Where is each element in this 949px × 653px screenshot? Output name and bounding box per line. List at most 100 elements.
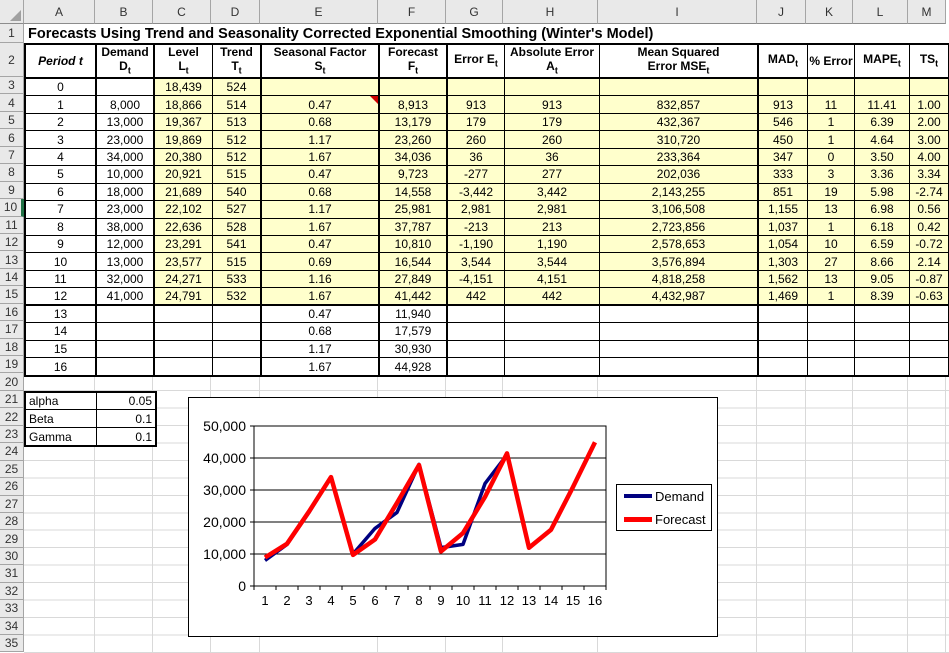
embedded-chart[interactable]: 0 10,000 20,000 30,000 40,000 50,000 1 2 3 4 5 6 7 8 9… [188,397,718,637]
cell-G18[interactable] [448,340,505,358]
cell-I7[interactable]: 233,364 [600,148,759,167]
row-header-17[interactable]: 17 [0,321,24,339]
cell-A9[interactable]: 6 [26,183,97,202]
cell-I12[interactable]: 2,578,653 [600,235,759,254]
cell-D12[interactable]: 541 [213,235,262,254]
cell-E6[interactable]: 1.17 [262,131,380,149]
cell-L14[interactable]: 9.05 [855,270,910,289]
row-header-2[interactable]: 2 [0,43,24,77]
cell-K14[interactable]: 13 [808,270,855,289]
cell-M6[interactable]: 3.00 [910,131,948,149]
column-header-B[interactable]: B [95,0,153,24]
cell-I17[interactable] [600,323,759,341]
cell-D14[interactable]: 533 [213,270,262,289]
cell-C3[interactable]: 18,439 [155,79,213,97]
cell-E10[interactable]: 1.17 [262,201,380,219]
cell-G7[interactable]: 36 [448,148,505,167]
cell-A6[interactable]: 3 [26,131,97,149]
row-header-10[interactable]: 10 [0,199,24,217]
cell-B17[interactable] [97,323,155,341]
cell-I18[interactable] [600,340,759,358]
sheet-title-cell[interactable]: Forecasts Using Trend and Seasonality Co… [24,24,946,43]
row-header-13[interactable]: 13 [0,251,24,269]
column-header-M[interactable]: M [908,0,946,24]
cell-F8[interactable]: 9,723 [380,166,448,184]
cell-B8[interactable]: 10,000 [97,166,155,184]
cell-I19[interactable] [600,358,759,376]
cell-G14[interactable]: -4,151 [448,270,505,289]
cell-E4[interactable]: 0.47 [262,96,380,114]
cell-G8[interactable]: -277 [448,166,505,184]
cell-L3[interactable] [855,79,910,97]
cell-C14[interactable]: 24,271 [155,270,213,289]
cell-M11[interactable]: 0.42 [910,218,948,236]
cell-H19[interactable] [505,358,600,376]
cell-D11[interactable]: 528 [213,218,262,236]
cell-G9[interactable]: -3,442 [448,183,505,202]
param-value-alpha[interactable]: 0.05 [97,393,155,411]
cell-J5[interactable]: 546 [759,113,808,132]
cell-G10[interactable]: 2,981 [448,201,505,219]
cell-K12[interactable]: 10 [808,235,855,254]
cell-I16[interactable] [600,305,759,324]
cell-E11[interactable]: 1.67 [262,218,380,236]
cell-J13[interactable]: 1,303 [759,253,808,271]
cell-K8[interactable]: 3 [808,166,855,184]
cell-A14[interactable]: 11 [26,270,97,289]
cell-L16[interactable] [855,305,910,324]
row-header-34[interactable]: 34 [0,617,24,635]
cell-E13[interactable]: 0.69 [262,253,380,271]
cell-L8[interactable]: 3.36 [855,166,910,184]
cell-A13[interactable]: 10 [26,253,97,271]
column-title-mad[interactable]: MADt [759,45,808,79]
column-header-H[interactable]: H [503,0,598,24]
cell-J11[interactable]: 1,037 [759,218,808,236]
cell-K18[interactable] [808,340,855,358]
cell-J4[interactable]: 913 [759,96,808,114]
cell-H18[interactable] [505,340,600,358]
cell-G6[interactable]: 260 [448,131,505,149]
cell-L9[interactable]: 5.98 [855,183,910,202]
cell-G15[interactable]: 442 [448,288,505,306]
param-label-alpha[interactable]: alpha [26,393,97,411]
cell-G16[interactable] [448,305,505,324]
column-header-D[interactable]: D [211,0,260,24]
cell-M15[interactable]: -0.63 [910,288,948,306]
row-header-25[interactable]: 25 [0,460,24,479]
column-header-E[interactable]: E [260,0,378,24]
cell-H9[interactable]: 3,442 [505,183,600,202]
row-header-5[interactable]: 5 [0,111,24,130]
cell-H16[interactable] [505,305,600,324]
row-header-26[interactable]: 26 [0,478,24,496]
cell-J15[interactable]: 1,469 [759,288,808,306]
cell-F6[interactable]: 23,260 [380,131,448,149]
column-title-forecast[interactable]: Forecast Ft [380,45,448,79]
column-title-period-t[interactable]: Period t [26,45,97,79]
cell-J17[interactable] [759,323,808,341]
cell-B16[interactable] [97,305,155,324]
column-title--error[interactable]: % Error [808,45,855,79]
cell-L7[interactable]: 3.50 [855,148,910,167]
column-title-seasonal-factor[interactable]: Seasonal Factor St [262,45,380,79]
cell-F11[interactable]: 37,787 [380,218,448,236]
cell-A18[interactable]: 15 [26,340,97,358]
cell-H11[interactable]: 213 [505,218,600,236]
cell-B3[interactable] [97,79,155,97]
cell-K19[interactable] [808,358,855,376]
row-header-20[interactable]: 20 [0,373,24,391]
cell-E14[interactable]: 1.16 [262,270,380,289]
cell-K13[interactable]: 27 [808,253,855,271]
row-header-16[interactable]: 16 [0,303,24,322]
cell-C16[interactable] [155,305,213,324]
row-header-11[interactable]: 11 [0,216,24,234]
row-header-9[interactable]: 9 [0,181,24,200]
column-title-absolute-error[interactable]: Absolute Error At [505,45,600,79]
cell-I14[interactable]: 4,818,258 [600,270,759,289]
cell-M7[interactable]: 4.00 [910,148,948,167]
cell-F15[interactable]: 41,442 [380,288,448,306]
param-label-beta[interactable]: Beta [26,410,97,428]
cell-K16[interactable] [808,305,855,324]
cell-G11[interactable]: -213 [448,218,505,236]
cell-M19[interactable] [910,358,948,376]
cell-H15[interactable]: 442 [505,288,600,306]
